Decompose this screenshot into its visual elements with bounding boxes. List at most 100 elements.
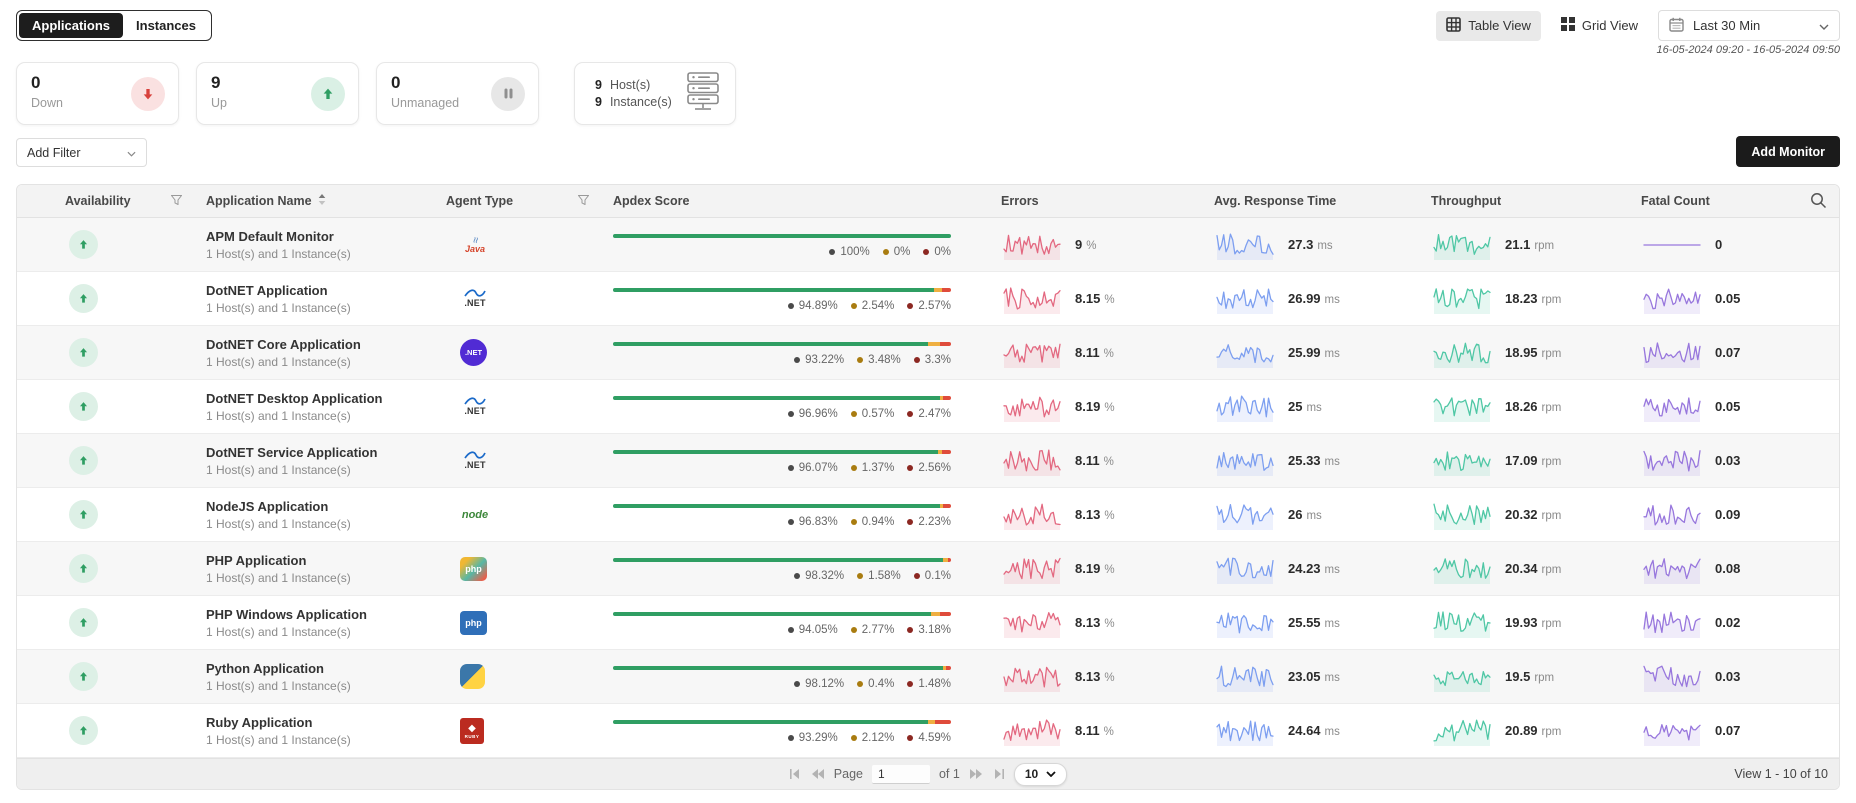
fatal-sparkline <box>1641 659 1703 695</box>
response-sparkline <box>1214 227 1276 263</box>
time-range-dropdown[interactable]: Last 30 Min <box>1658 10 1840 41</box>
throughput-cell: 19.93 rpm <box>1415 605 1625 641</box>
table-row[interactable]: NodeJS Application 1 Host(s) and 1 Insta… <box>17 488 1839 542</box>
table-row[interactable]: DotNET Service Application 1 Host(s) and… <box>17 434 1839 488</box>
throughput-cell: 18.26 rpm <box>1415 389 1625 425</box>
table-view-button[interactable]: Table View <box>1436 10 1541 41</box>
response-time-cell: 24.23 ms <box>1198 551 1415 587</box>
response-sparkline <box>1214 281 1276 317</box>
availability-up-icon <box>69 446 98 475</box>
apdex-breakdown: 96.96% 0.57% 2.47% <box>787 408 951 420</box>
unmanaged-label: Unmanaged <box>391 96 460 110</box>
apdex-breakdown: 93.29% 2.12% 4.59% <box>787 732 951 744</box>
sort-icon[interactable] <box>318 194 326 208</box>
applications-table: Availability Application Name Agent Type… <box>16 184 1840 790</box>
up-card[interactable]: 9 Up <box>196 62 359 125</box>
application-name-link[interactable]: NodeJS Application <box>206 498 329 514</box>
throughput-cell: 18.23 rpm <box>1415 281 1625 317</box>
next-page-icon[interactable] <box>969 769 983 779</box>
first-page-icon[interactable] <box>789 769 802 779</box>
apdex-breakdown: 98.32% 1.58% 0.1% <box>794 570 951 582</box>
col-agent-type: Agent Type <box>446 194 514 208</box>
prev-page-icon[interactable] <box>811 769 825 779</box>
application-name-link[interactable]: DotNET Core Application <box>206 336 361 352</box>
table-row[interactable]: DotNET Core Application 1 Host(s) and 1 … <box>17 326 1839 380</box>
errors-sparkline <box>1001 713 1063 749</box>
table-row[interactable]: Ruby Application 1 Host(s) and 1 Instanc… <box>17 704 1839 758</box>
throughput-cell: 20.32 rpm <box>1415 497 1625 533</box>
throughput-sparkline <box>1431 281 1493 317</box>
response-sparkline <box>1214 551 1276 587</box>
unmanaged-card[interactable]: 0 Unmanaged <box>376 62 539 125</box>
add-monitor-button[interactable]: Add Monitor <box>1736 136 1840 167</box>
application-name-link[interactable]: DotNET Desktop Application <box>206 390 383 406</box>
page-size-select[interactable]: 10 <box>1013 762 1068 786</box>
fatal-count-cell: 0.05 <box>1625 281 1839 317</box>
application-subtitle: 1 Host(s) and 1 Instance(s) <box>206 462 351 477</box>
table-row[interactable]: PHP Application 1 Host(s) and 1 Instance… <box>17 542 1839 596</box>
filter-icon[interactable] <box>577 194 590 208</box>
fatal-count-cell: 0.08 <box>1625 551 1839 587</box>
add-filter-dropdown[interactable]: Add Filter <box>16 138 147 167</box>
col-fatal-count: Fatal Count <box>1641 194 1710 208</box>
table-footer: Page of 1 10 View 1 - 10 of 10 <box>17 758 1839 789</box>
dotnet-core-agent-icon: .NET <box>460 339 487 366</box>
col-application-name[interactable]: Application Name <box>206 194 312 208</box>
errors-sparkline <box>1001 227 1063 263</box>
application-name-link[interactable]: Python Application <box>206 660 324 676</box>
view-controls: Table View Grid View Last 30 Min <box>1436 10 1840 41</box>
table-row[interactable]: DotNET Application 1 Host(s) and 1 Insta… <box>17 272 1839 326</box>
throughput-sparkline <box>1431 497 1493 533</box>
availability-up-icon <box>69 230 98 259</box>
table-row[interactable]: Python Application 1 Host(s) and 1 Insta… <box>17 650 1839 704</box>
col-throughput: Throughput <box>1431 194 1502 208</box>
apdex-bar <box>613 665 951 670</box>
throughput-sparkline <box>1431 443 1493 479</box>
availability-up-icon <box>69 284 98 313</box>
grid-view-button[interactable]: Grid View <box>1551 11 1648 40</box>
table-row[interactable]: APM Default Monitor 1 Host(s) and 1 Inst… <box>17 218 1839 272</box>
down-count: 0 <box>31 73 41 92</box>
throughput-sparkline <box>1431 713 1493 749</box>
status-cards: 0 Down 9 Up 0 Unmanaged 9 Host(s) 9 Instan… <box>16 62 736 125</box>
table-view-icon <box>1446 16 1462 35</box>
application-subtitle: 1 Host(s) and 1 Instance(s) <box>206 678 351 693</box>
throughput-sparkline <box>1431 335 1493 371</box>
time-range-value: Last 30 Min <box>1693 18 1761 33</box>
server-rack-icon <box>683 70 723 117</box>
application-name-link[interactable]: Ruby Application <box>206 714 313 730</box>
errors-cell: 8.11% <box>985 443 1198 479</box>
add-filter-label: Add Filter <box>27 145 81 160</box>
response-sparkline <box>1214 335 1276 371</box>
apdex-bar <box>613 449 951 454</box>
down-arrow-icon <box>131 76 165 111</box>
throughput-cell: 20.89 rpm <box>1415 713 1625 749</box>
apdex-breakdown: 94.89% 2.54% 2.57% <box>787 300 951 312</box>
application-name-link[interactable]: PHP Windows Application <box>206 606 367 622</box>
filter-icon[interactable] <box>170 194 183 208</box>
apdex-breakdown: 93.22% 3.48% 3.3% <box>794 354 951 366</box>
pagination: Page of 1 10 <box>789 762 1068 786</box>
application-name-link[interactable]: APM Default Monitor <box>206 228 334 244</box>
tab-applications[interactable]: Applications <box>19 13 124 38</box>
last-page-icon[interactable] <box>992 769 1005 779</box>
application-name-link[interactable]: DotNET Application <box>206 282 328 298</box>
apdex-bar <box>613 611 951 616</box>
errors-sparkline <box>1001 335 1063 371</box>
down-card[interactable]: 0 Down <box>16 62 179 125</box>
page-number-input[interactable] <box>871 764 930 784</box>
application-subtitle: 1 Host(s) and 1 Instance(s) <box>206 624 351 639</box>
table-row[interactable]: PHP Windows Application 1 Host(s) and 1 … <box>17 596 1839 650</box>
page-of-label: of 1 <box>938 767 960 781</box>
response-sparkline <box>1214 713 1276 749</box>
page-label: Page <box>833 767 863 781</box>
table-row[interactable]: DotNET Desktop Application 1 Host(s) and… <box>17 380 1839 434</box>
dotnet-agent-icon: .NET <box>460 289 490 308</box>
tab-instances[interactable]: Instances <box>136 18 196 33</box>
application-name-link[interactable]: DotNET Service Application <box>206 444 378 460</box>
search-icon[interactable] <box>1810 192 1827 212</box>
fatal-sparkline <box>1641 551 1703 587</box>
application-name-link[interactable]: PHP Application <box>206 552 307 568</box>
table-view-label: Table View <box>1468 18 1531 33</box>
apdex-breakdown: 98.12% 0.4% 1.48% <box>794 678 951 690</box>
